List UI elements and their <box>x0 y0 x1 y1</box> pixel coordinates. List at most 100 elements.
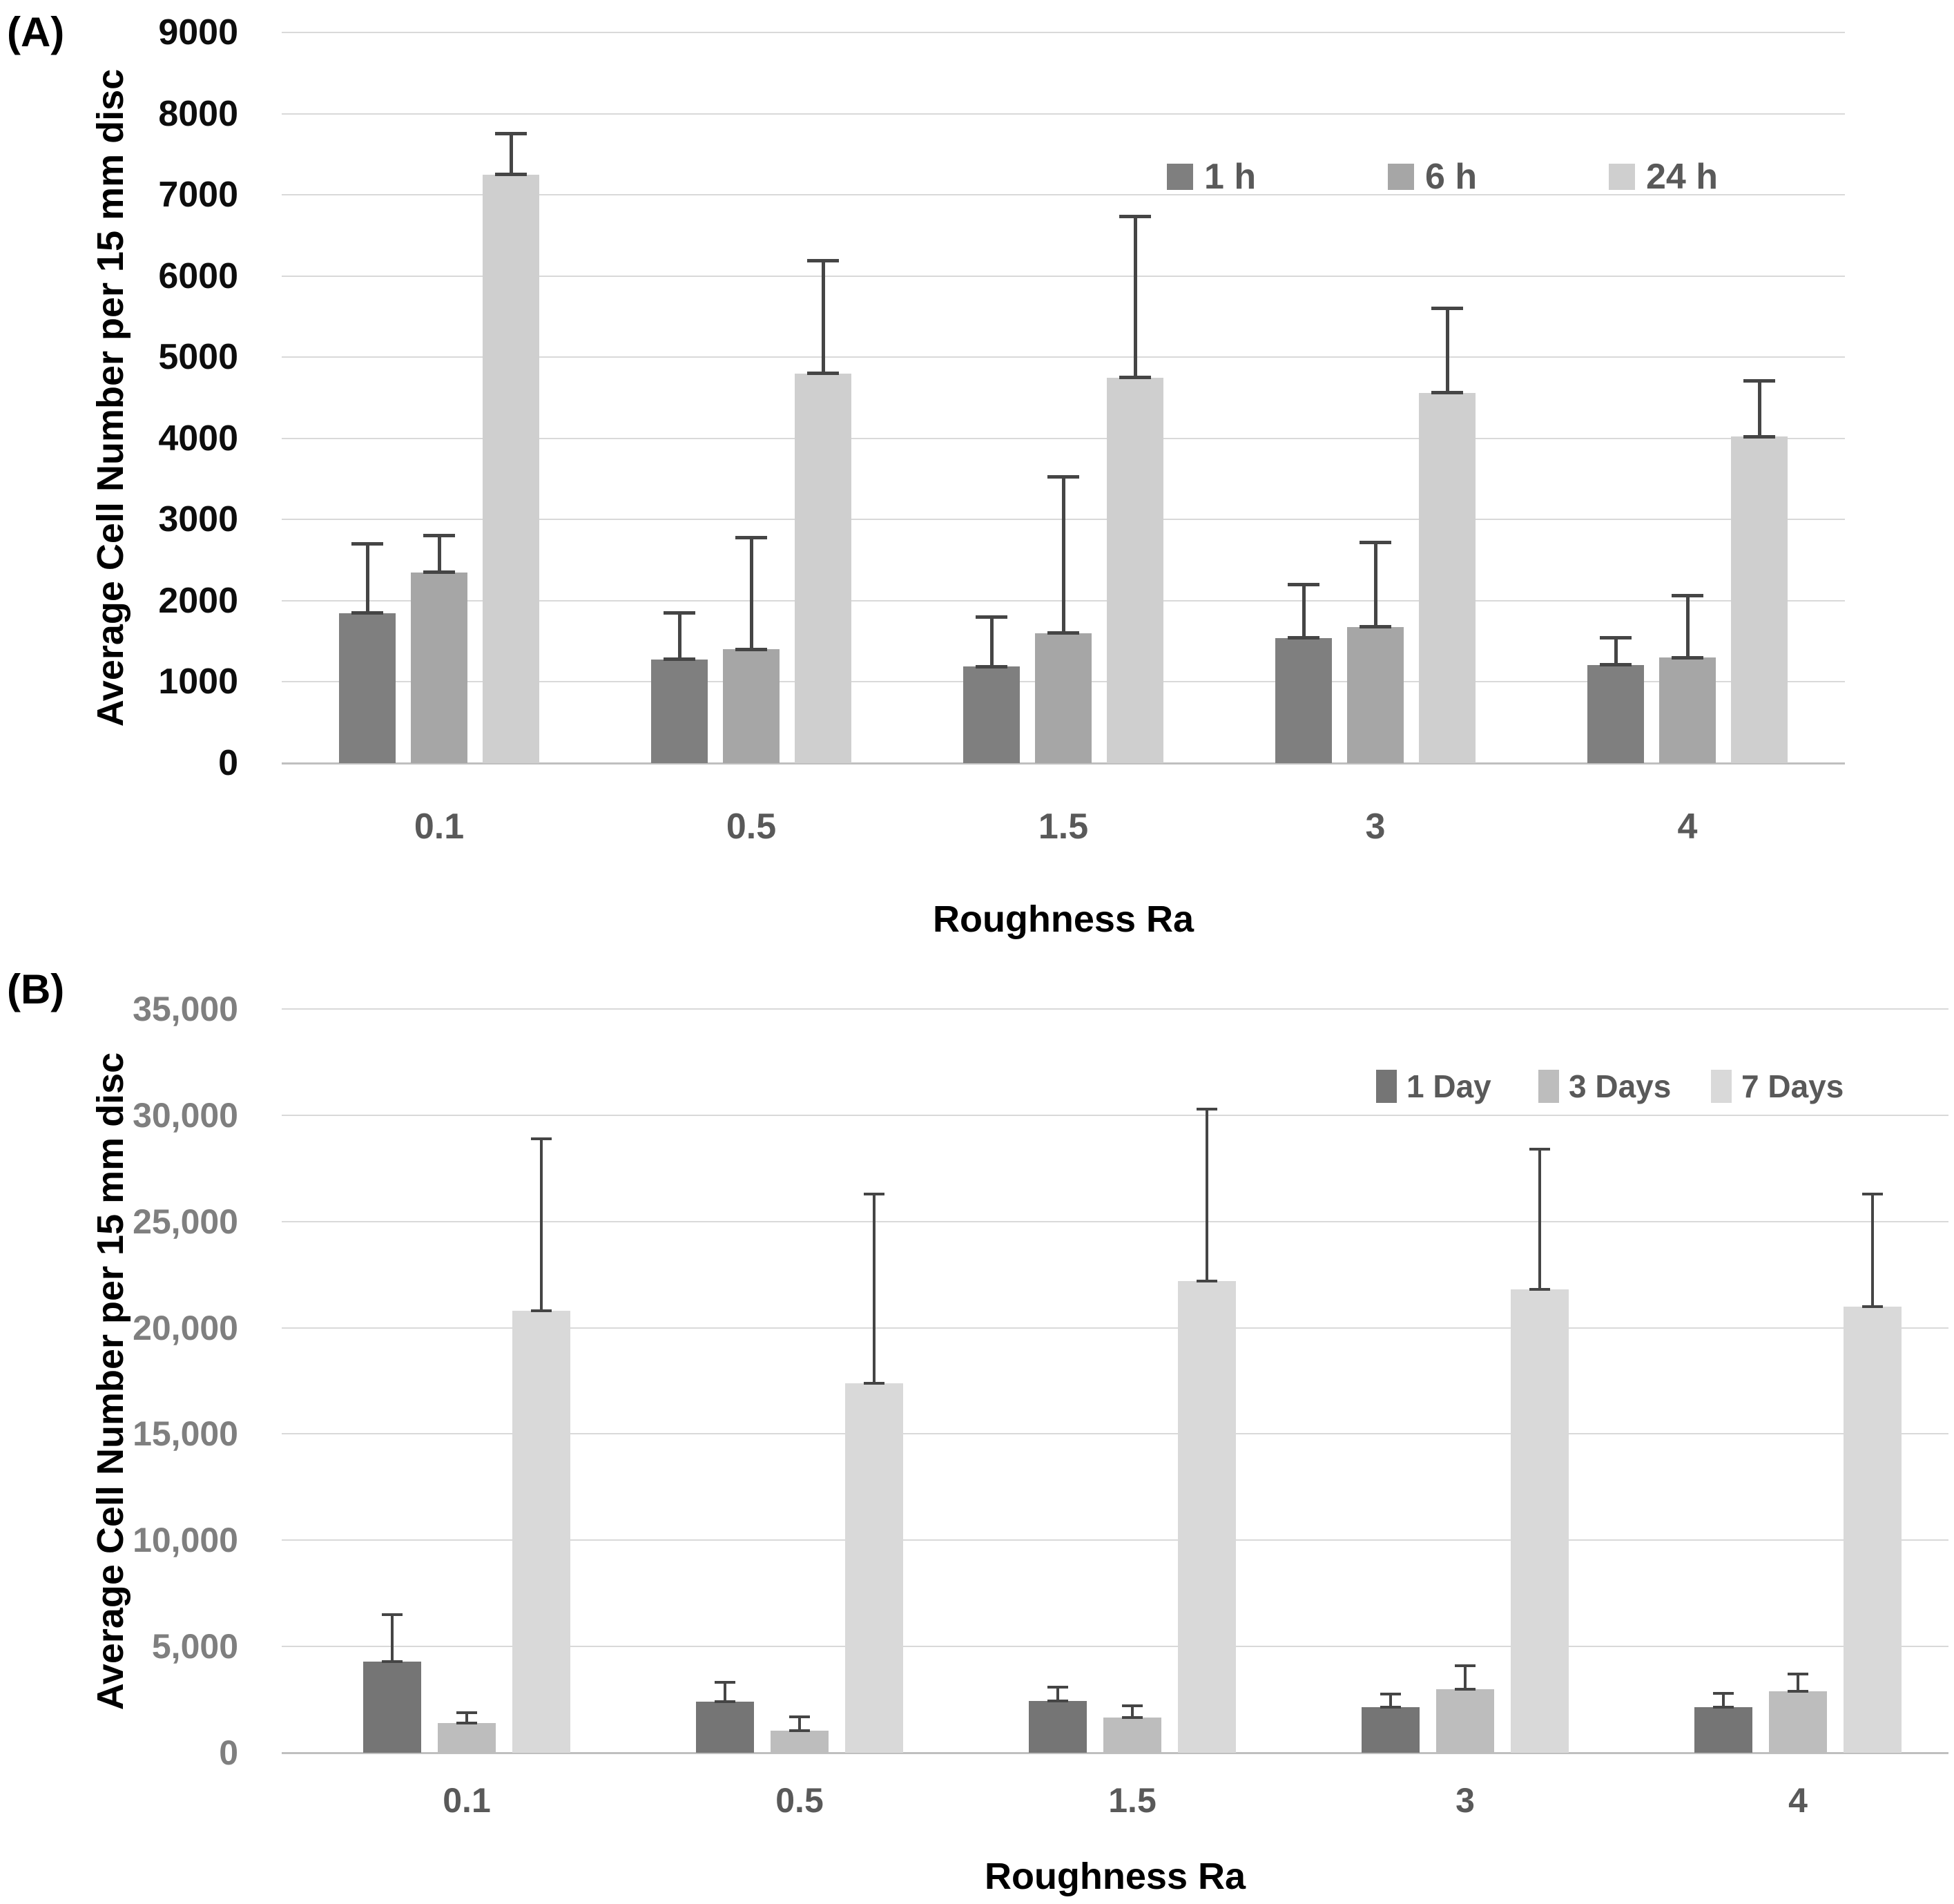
y-tick-label-B-7: 35,000 <box>133 990 238 1028</box>
legend-label-B-3Days: 3 Days <box>1569 1068 1672 1104</box>
legend-swatch-A-24h <box>1609 164 1635 190</box>
y-tick-label-B-3: 15,000 <box>133 1414 238 1454</box>
bar-B-1Day-0.1 <box>363 1661 421 1753</box>
error-cap-top-A-6h-4 <box>1672 594 1703 598</box>
error-cap-bottom-A-24h-3 <box>1431 391 1463 395</box>
error-cap-top-A-1h-0.1 <box>351 542 383 546</box>
bar-B-7Days-0.1 <box>512 1310 570 1753</box>
category-label-B-0.1: 0.1 <box>443 1781 491 1820</box>
bar-B-1Day-0.5 <box>696 1702 754 1753</box>
gridline-B-15,000 <box>282 1433 1948 1435</box>
bar-A-1h-0.5 <box>651 659 708 763</box>
error-cap-top-B-3Days-0.1 <box>456 1711 477 1714</box>
error-bar-B-7Days-0.1 <box>540 1138 543 1311</box>
error-cap-top-B-1Day-0.5 <box>715 1681 735 1684</box>
error-cap-bottom-A-1h-0.1 <box>351 611 383 615</box>
error-bar-B-1Day-4 <box>1722 1693 1725 1707</box>
error-bar-A-24h-4 <box>1757 381 1761 437</box>
category-label-B-1.5: 1.5 <box>1108 1781 1157 1820</box>
error-cap-top-A-24h-3 <box>1431 307 1463 311</box>
error-bar-A-24h-0.1 <box>509 133 513 175</box>
error-cap-bottom-A-6h-0.1 <box>423 570 455 575</box>
y-tick-label-B-2: 10,000 <box>133 1521 238 1560</box>
error-cap-top-B-1Day-4 <box>1713 1691 1734 1695</box>
bar-B-7Days-1.5 <box>1178 1280 1236 1753</box>
legend-swatch-A-1h <box>1167 164 1193 190</box>
error-cap-bottom-B-3Days-3 <box>1455 1687 1476 1691</box>
error-bar-A-1h-4 <box>1614 637 1618 665</box>
bar-A-24h-3 <box>1419 392 1476 763</box>
x-axis-line-B <box>282 1752 1948 1754</box>
error-cap-bottom-A-24h-1.5 <box>1119 376 1151 380</box>
bar-A-1h-3 <box>1275 637 1332 763</box>
panel-label-A: (A) <box>7 9 65 55</box>
error-cap-bottom-B-1Day-4 <box>1713 1705 1734 1709</box>
error-bar-B-1Day-0.1 <box>391 1614 394 1662</box>
legend-entry-A-6h: 6 h <box>1388 156 1477 198</box>
category-label-B-0.5: 0.5 <box>775 1781 824 1820</box>
error-cap-bottom-B-1Day-0.5 <box>715 1700 735 1704</box>
bar-A-24h-4 <box>1731 436 1788 763</box>
error-bar-A-24h-0.5 <box>821 260 825 374</box>
bar-B-3Days-1.5 <box>1103 1718 1161 1753</box>
legend-entry-A-24h: 24 h <box>1609 156 1718 198</box>
bar-A-6h-4 <box>1659 657 1716 763</box>
y-tick-label-B-0: 0 <box>219 1733 238 1772</box>
bar-B-7Days-4 <box>1844 1306 1902 1753</box>
y-axis-title-A: Average Cell Number per 15 mm disc <box>90 68 131 727</box>
gridline-A-6000 <box>282 275 1845 277</box>
gridline-A-4000 <box>282 437 1845 439</box>
error-cap-bottom-B-3Days-0.5 <box>789 1729 810 1732</box>
legend-label-A-24h: 24 h <box>1646 157 1719 197</box>
error-cap-top-B-1Day-0.1 <box>382 1613 403 1616</box>
category-label-B-4: 4 <box>1788 1781 1808 1820</box>
error-bar-A-6h-4 <box>1685 595 1690 658</box>
legend-swatch-B-1Day <box>1376 1070 1397 1103</box>
gridline-B-5,000 <box>282 1646 1948 1648</box>
error-cap-bottom-B-3Days-4 <box>1788 1689 1808 1693</box>
gridline-B-20,000 <box>282 1327 1948 1329</box>
gridline-A-5000 <box>282 356 1845 358</box>
category-label-A-0.5: 0.5 <box>726 807 777 847</box>
legend-label-B-1Day: 1 Day <box>1406 1068 1491 1104</box>
error-cap-bottom-B-7Days-1.5 <box>1197 1279 1217 1282</box>
bar-A-6h-0.1 <box>411 572 467 763</box>
bar-B-7Days-3 <box>1511 1289 1569 1753</box>
error-cap-top-A-6h-0.5 <box>735 535 767 539</box>
error-cap-top-A-1h-4 <box>1600 636 1632 640</box>
y-axis-title-B: Average Cell Number per 15 mm disc <box>90 1052 131 1710</box>
error-bar-B-1Day-0.5 <box>724 1682 726 1702</box>
error-cap-bottom-B-3Days-1.5 <box>1122 1716 1143 1720</box>
category-label-A-4: 4 <box>1677 807 1698 847</box>
error-bar-B-7Days-1.5 <box>1206 1108 1208 1281</box>
error-bar-A-6h-1.5 <box>1061 477 1065 633</box>
y-tick-label-A-8: 8000 <box>158 93 238 134</box>
bar-A-6h-1.5 <box>1035 633 1092 763</box>
bar-B-3Days-4 <box>1769 1691 1827 1753</box>
error-cap-top-A-6h-1.5 <box>1047 474 1079 479</box>
error-cap-top-B-1Day-1.5 <box>1047 1685 1068 1689</box>
category-label-A-0.1: 0.1 <box>414 807 465 847</box>
gridline-B-25,000 <box>282 1220 1948 1222</box>
error-cap-top-B-3Days-1.5 <box>1122 1704 1143 1708</box>
category-label-B-3: 3 <box>1455 1781 1475 1820</box>
error-cap-top-A-1h-0.5 <box>664 611 695 615</box>
error-cap-top-A-6h-3 <box>1360 540 1391 544</box>
error-cap-top-A-1h-3 <box>1288 582 1319 586</box>
error-cap-bottom-A-1h-0.5 <box>664 657 695 662</box>
error-bar-A-1h-0.1 <box>365 544 369 613</box>
error-bar-B-3Days-3 <box>1464 1665 1467 1689</box>
gridline-B-10,000 <box>282 1539 1948 1541</box>
y-tick-label-A-6: 6000 <box>158 256 238 296</box>
error-cap-top-B-7Days-1.5 <box>1197 1107 1217 1110</box>
legend-label-A-6h: 6 h <box>1425 157 1478 197</box>
error-cap-bottom-A-1h-4 <box>1600 663 1632 667</box>
bar-B-1Day-1.5 <box>1029 1700 1087 1753</box>
error-cap-bottom-A-1h-3 <box>1288 636 1319 640</box>
error-cap-bottom-A-6h-1.5 <box>1047 631 1079 635</box>
legend-entry-A-1h: 1 h <box>1167 156 1256 198</box>
error-cap-top-A-6h-0.1 <box>423 534 455 538</box>
y-tick-label-A-9: 9000 <box>158 12 238 52</box>
gridline-A-8000 <box>282 113 1845 115</box>
y-tick-label-B-1: 5,000 <box>151 1627 238 1666</box>
